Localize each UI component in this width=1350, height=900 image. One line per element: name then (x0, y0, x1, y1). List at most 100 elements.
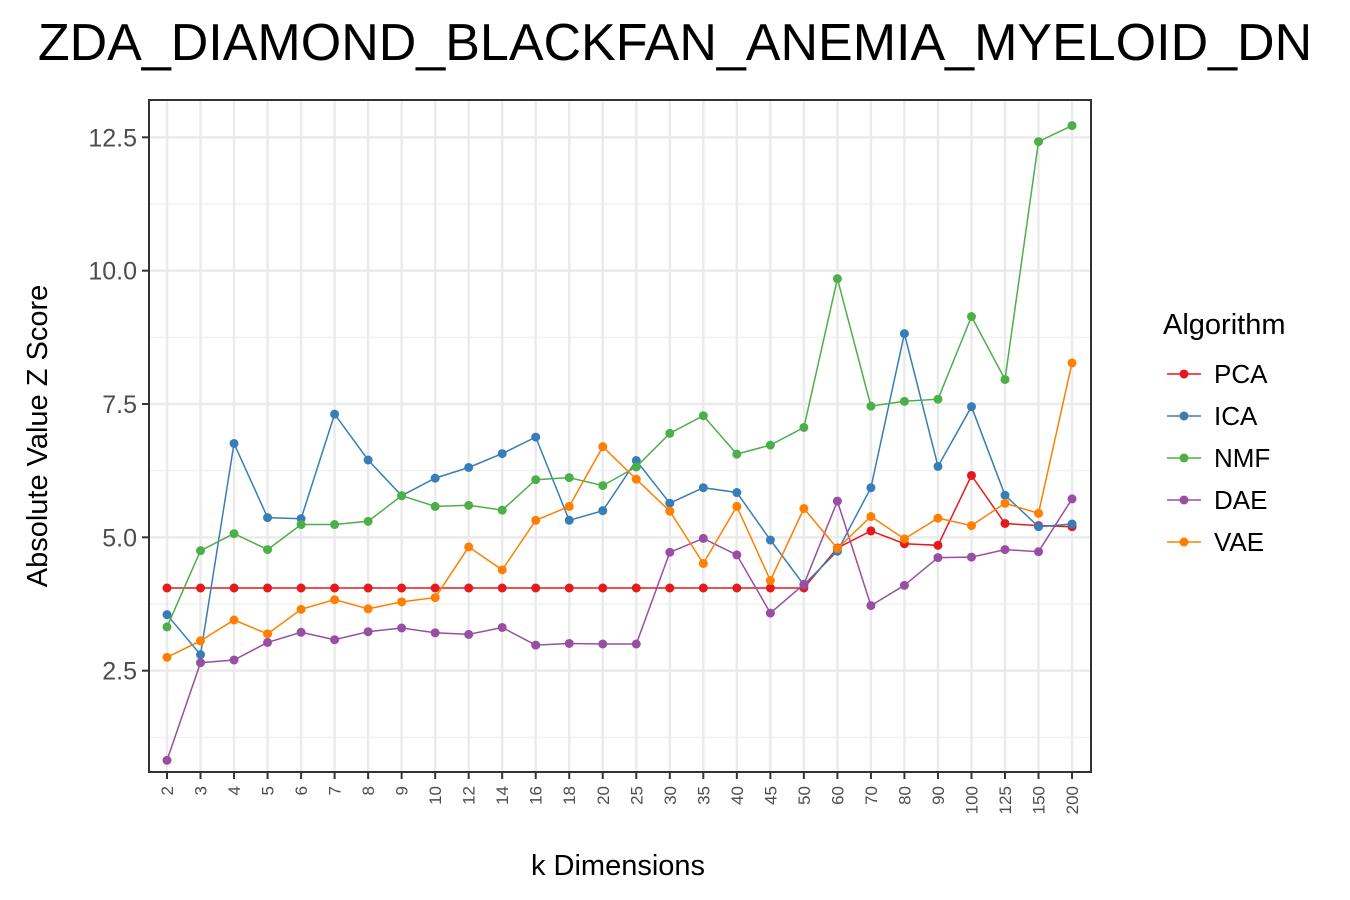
x-tick-label: 45 (761, 786, 780, 805)
data-point-vae (799, 504, 809, 514)
data-point-dae (732, 550, 742, 560)
data-point-nmf (832, 274, 842, 284)
data-point-vae (1067, 358, 1077, 368)
data-point-pca (430, 583, 440, 593)
data-point-pca (363, 583, 373, 593)
data-point-pca (162, 583, 172, 593)
x-tick-label: 6 (292, 786, 311, 795)
data-point-ica (1034, 522, 1044, 532)
data-point-vae (296, 604, 306, 614)
legend-item-vae: VAE (1167, 527, 1264, 557)
plot-panel-border (148, 99, 1092, 773)
data-point-ica (1000, 490, 1010, 500)
data-point-pca (598, 583, 608, 593)
data-point-nmf (698, 411, 708, 421)
data-point-nmf (866, 401, 876, 411)
data-point-dae (497, 622, 507, 632)
data-point-nmf (330, 520, 340, 530)
series-line-vae (166, 362, 1073, 658)
x-tick-label: 4 (225, 786, 244, 795)
data-point-dae (933, 553, 943, 563)
data-point-nmf (799, 422, 809, 432)
y-tick-label: 12.5 (88, 124, 137, 152)
data-point-dae (698, 533, 708, 543)
data-point-pca (497, 583, 507, 593)
x-tick-label: 14 (493, 786, 512, 805)
data-point-vae (698, 558, 708, 568)
data-point-ica (497, 449, 507, 459)
data-point-dae (665, 547, 675, 557)
data-point-dae (330, 635, 340, 645)
legend-label: ICA (1214, 401, 1258, 431)
legend-title: Algorithm (1163, 309, 1286, 341)
data-point-nmf (665, 428, 675, 438)
data-point-vae (832, 544, 842, 554)
data-point-vae (665, 506, 675, 516)
data-point-nmf (631, 462, 641, 472)
data-point-dae (765, 608, 775, 618)
data-point-vae (564, 501, 574, 511)
data-point-nmf (363, 516, 373, 526)
legend-key-point (1179, 411, 1189, 421)
data-point-pca (765, 583, 775, 593)
x-tick-label: 2 (158, 786, 177, 795)
data-point-ica (866, 483, 876, 493)
data-point-nmf (966, 312, 976, 322)
x-tick-label: 3 (192, 786, 211, 795)
y-tick-label: 5.0 (102, 524, 137, 552)
data-point-ica (263, 513, 273, 523)
data-point-ica (899, 329, 909, 339)
y-axis-title: Absolute Value Z Score (22, 285, 54, 588)
data-point-nmf (196, 546, 206, 556)
major-gridlines (149, 100, 1091, 772)
x-tick-label: 150 (1030, 786, 1049, 814)
data-point-dae (1034, 547, 1044, 557)
series-dae (162, 494, 1077, 765)
y-tick-label: 10.0 (88, 258, 137, 286)
data-point-ica (430, 473, 440, 483)
data-point-vae (598, 442, 608, 452)
data-point-nmf (732, 449, 742, 459)
legend-item-ica: ICA (1167, 401, 1258, 431)
legend-label: NMF (1214, 443, 1270, 473)
data-point-pca (296, 583, 306, 593)
chart-title: ZDA_DIAMOND_BLACKFAN_ANEMIA_MYELOID_DN (37, 14, 1313, 72)
data-point-vae (531, 515, 541, 525)
legend-label: VAE (1214, 527, 1264, 557)
data-point-ica (631, 456, 641, 466)
data-point-nmf (229, 529, 239, 539)
data-point-vae (966, 521, 976, 531)
data-point-nmf (1067, 121, 1077, 131)
data-point-vae (263, 629, 273, 639)
data-point-dae (296, 627, 306, 637)
data-point-ica (363, 455, 373, 465)
data-point-vae (330, 595, 340, 605)
data-point-vae (732, 501, 742, 511)
data-point-ica (732, 488, 742, 498)
data-point-dae (162, 755, 172, 765)
data-point-dae (1067, 494, 1077, 504)
data-point-nmf (765, 440, 775, 450)
x-tick-label: 16 (527, 786, 546, 805)
x-axis: 2 3 4 5 6 7 8 9 10 12 14 16 18 20 25 30 35 40 45 50 60 70 80 90… (158, 772, 1082, 814)
data-point-vae (866, 512, 876, 522)
data-point-vae (497, 565, 507, 575)
x-tick-label: 90 (929, 786, 948, 805)
series-vae (162, 358, 1077, 662)
data-point-vae (1034, 508, 1044, 518)
legend-key-point (1179, 453, 1189, 463)
x-tick-label: 125 (996, 786, 1015, 814)
legend-key-point (1179, 495, 1189, 505)
data-point-ica (196, 650, 206, 660)
x-tick-label: 70 (862, 786, 881, 805)
series-line-nmf (166, 124, 1073, 628)
data-point-nmf (296, 520, 306, 530)
legend-key-point (1179, 537, 1189, 547)
x-tick-label: 35 (694, 786, 713, 805)
x-tick-label: 9 (393, 786, 412, 795)
data-point-nmf (397, 491, 407, 501)
data-point-nmf (598, 481, 608, 491)
data-point-pca (564, 583, 574, 593)
data-point-ica (464, 462, 474, 472)
